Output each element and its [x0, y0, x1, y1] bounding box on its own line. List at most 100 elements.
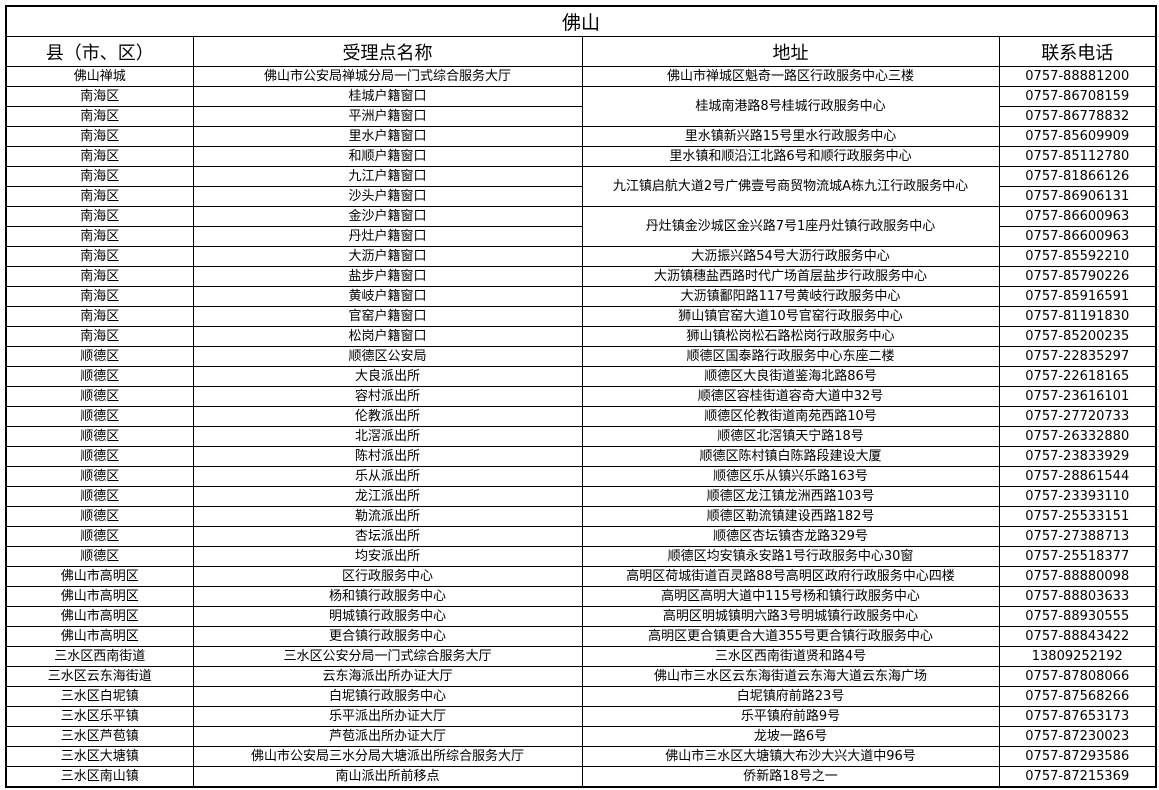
cell-address: 狮山镇松岗松石路松岗行政服务中心 — [581, 326, 1000, 347]
header-county: 县（市、区） — [5, 36, 194, 67]
table-row: 南海区 桂城户籍窗口 桂城南港路8号桂城行政服务中心 0757-86708159 — [5, 86, 1157, 127]
cell-county: 顺德区 — [5, 546, 194, 567]
cell-county: 南海区 — [5, 246, 194, 267]
cell-address: 顺德区杏坛镇杏龙路329号 — [581, 526, 1000, 547]
cell-service-point: 里水户籍窗口 — [192, 126, 583, 147]
table-title: 佛山 — [5, 5, 1157, 37]
cell-address: 顺德区勒流镇建设西路182号 — [581, 506, 1000, 527]
cell-service-point: 乐从派出所 — [192, 466, 583, 487]
table-row: 顺德区 大良派出所 顺德区大良街道鉴海北路86号 0757-22618165 — [5, 366, 1157, 387]
cell-address: 乐平镇府前路9号 — [581, 706, 1000, 727]
table-body: 佛山禅城 佛山市公安局禅城分局一门式综合服务大厅 佛山市禅城区魁奇一路区行政服务中心… — [5, 66, 1157, 788]
cell-service-point: 勒流派出所 — [192, 506, 583, 527]
cell-phone: 0757-87808066 — [998, 666, 1157, 687]
table-row: 南海区 大沥户籍窗口 大沥振兴路54号大沥行政服务中心 0757-85592210 — [5, 246, 1157, 267]
cell-county: 佛山市高明区 — [5, 606, 194, 627]
cell-county: 顺德区 — [5, 426, 194, 447]
cell-county: 南海区 — [5, 166, 194, 187]
table-row: 顺德区 杏坛派出所 顺德区杏坛镇杏龙路329号 0757-27388713 — [5, 526, 1157, 547]
cell-phone: 13809252192 — [998, 646, 1157, 667]
cell-service-point: 乐平派出所办证大厅 — [192, 706, 583, 727]
cell-service-point: 沙头户籍窗口 — [192, 186, 583, 207]
table-row: 南海区 金沙户籍窗口 丹灶镇金沙城区金兴路7号1座丹灶镇行政服务中心 0757-866… — [5, 206, 1157, 247]
table-row: 南海区 和顺户籍窗口 里水镇和顺沿江北路6号和顺行政服务中心 0757-8511278… — [5, 146, 1157, 167]
cell-phone: 0757-85609909 — [998, 126, 1157, 147]
cell-address: 里水镇新兴路15号里水行政服务中心 — [581, 126, 1000, 147]
header-address: 地址 — [581, 36, 1000, 67]
cell-service-point: 佛山市公安局禅城分局一门式综合服务大厅 — [192, 66, 583, 87]
cell-phone: 0757-25518377 — [998, 546, 1157, 567]
cell-phone: 0757-27720733 — [998, 406, 1157, 427]
table-row: 佛山市高明区 杨和镇行政服务中心 高明区高明大道中115号杨和镇行政服务中心 0757… — [5, 586, 1157, 607]
cell-service-point: 南山派出所前移点 — [192, 766, 583, 788]
cell-phone: 0757-23393110 — [998, 486, 1157, 507]
table-row: 三水区西南街道 三水区公安分局一门式综合服务大厅 三水区西南街道贤和路4号 13809… — [5, 646, 1157, 667]
table-row: 三水区云东海街道 云东海派出所办证大厅 佛山市三水区云东海街道云东海大道云东海广场 0… — [5, 666, 1157, 687]
cell-phone: 0757-27388713 — [998, 526, 1157, 547]
cell-phone: 0757-87653173 — [998, 706, 1157, 727]
cell-service-point: 佛山市公安局三水分局大塘派出所综合服务大厅 — [192, 746, 583, 767]
cell-phone: 0757-25533151 — [998, 506, 1157, 527]
cell-phone: 0757-88930555 — [998, 606, 1157, 627]
table-row: 顺德区 勒流派出所 顺德区勒流镇建设西路182号 0757-25533151 — [5, 506, 1157, 527]
cell-service-point: 杏坛派出所 — [192, 526, 583, 547]
cell-service-point: 桂城户籍窗口 — [192, 86, 583, 107]
cell-phone: 0757-88803633 — [998, 586, 1157, 607]
table-row: 三水区大塘镇 佛山市公安局三水分局大塘派出所综合服务大厅 佛山市三水区大塘镇大布沙大… — [5, 746, 1157, 767]
cell-county: 顺德区 — [5, 446, 194, 467]
cell-address: 顺德区容桂街道容奇大道中32号 — [581, 386, 1000, 407]
cell-address: 侨新路18号之一 — [581, 766, 1000, 788]
table-row: 佛山市高明区 更合镇行政服务中心 高明区更合镇更合大道355号更合镇行政服务中心 07… — [5, 626, 1157, 647]
cell-service-point: 更合镇行政服务中心 — [192, 626, 583, 647]
cell-county: 三水区南山镇 — [5, 766, 194, 788]
table-row: 顺德区 龙江派出所 顺德区龙江镇龙洲西路103号 0757-23393110 — [5, 486, 1157, 507]
cell-county: 南海区 — [5, 226, 194, 247]
table-row: 三水区南山镇 南山派出所前移点 侨新路18号之一 0757-87215369 — [5, 766, 1157, 788]
cell-county: 三水区乐平镇 — [5, 706, 194, 727]
cell-phone: 0757-87568266 — [998, 686, 1157, 707]
table-row: 南海区 黄岐户籍窗口 大沥镇鄱阳路117号黄岐行政服务中心 0757-85916591 — [5, 286, 1157, 307]
cell-county: 南海区 — [5, 106, 194, 127]
cell-county: 佛山市高明区 — [5, 566, 194, 587]
cell-service-point: 官窑户籍窗口 — [192, 306, 583, 327]
cell-service-point: 龙江派出所 — [192, 486, 583, 507]
cell-address: 丹灶镇金沙城区金兴路7号1座丹灶镇行政服务中心 — [581, 206, 1000, 247]
cell-address: 高明区荷城街道百灵路88号高明区政府行政服务中心四楼 — [581, 566, 1000, 587]
cell-phone: 0757-22835297 — [998, 346, 1157, 367]
cell-address: 白坭镇府前路23号 — [581, 686, 1000, 707]
cell-service-point: 北滘派出所 — [192, 426, 583, 447]
cell-address: 桂城南港路8号桂城行政服务中心 — [581, 86, 1000, 127]
cell-county: 三水区白坭镇 — [5, 686, 194, 707]
table-row: 南海区 松岗户籍窗口 狮山镇松岗松石路松岗行政服务中心 0757-85200235 — [5, 326, 1157, 347]
cell-phone: 0757-87293586 — [998, 746, 1157, 767]
cell-address: 龙坡一路6号 — [581, 726, 1000, 747]
cell-address: 佛山市三水区云东海街道云东海大道云东海广场 — [581, 666, 1000, 687]
cell-county: 三水区西南街道 — [5, 646, 194, 667]
cell-address: 顺德区乐从镇兴乐路163号 — [581, 466, 1000, 487]
cell-county: 顺德区 — [5, 506, 194, 527]
table-row: 佛山市高明区 明城镇行政服务中心 高明区明城镇明六路3号明城镇行政服务中心 0757-… — [5, 606, 1157, 627]
cell-service-point: 容村派出所 — [192, 386, 583, 407]
title-row: 佛山 — [5, 5, 1157, 37]
cell-phone: 0757-22618165 — [998, 366, 1157, 387]
cell-county: 南海区 — [5, 126, 194, 147]
cell-phone: 0757-86708159 — [998, 86, 1157, 107]
table-row: 佛山禅城 佛山市公安局禅城分局一门式综合服务大厅 佛山市禅城区魁奇一路区行政服务中心… — [5, 66, 1157, 87]
cell-service-point: 盐步户籍窗口 — [192, 266, 583, 287]
cell-county: 南海区 — [5, 306, 194, 327]
cell-address: 九江镇启航大道2号广佛壹号商贸物流城A栋九江行政服务中心 — [581, 166, 1000, 207]
table-row: 顺德区 顺德区公安局 顺德区国泰路行政服务中心东座二楼 0757-22835297 — [5, 346, 1157, 367]
cell-service-point: 白坭镇行政服务中心 — [192, 686, 583, 707]
table-row: 南海区 官窑户籍窗口 狮山镇官窑大道10号官窑行政服务中心 0757-81191830 — [5, 306, 1157, 327]
cell-service-point: 九江户籍窗口 — [192, 166, 583, 187]
cell-county: 顺德区 — [5, 386, 194, 407]
table-row: 顺德区 均安派出所 顺德区均安镇永安路1号行政服务中心30窗 0757-2551837… — [5, 546, 1157, 567]
table-row: 顺德区 容村派出所 顺德区容桂街道容奇大道中32号 0757-23616101 — [5, 386, 1157, 407]
cell-address: 三水区西南街道贤和路4号 — [581, 646, 1000, 667]
cell-county: 顺德区 — [5, 346, 194, 367]
cell-address: 顺德区伦教街道南苑西路10号 — [581, 406, 1000, 427]
cell-county: 南海区 — [5, 326, 194, 347]
cell-county: 三水区云东海街道 — [5, 666, 194, 687]
cell-service-point: 杨和镇行政服务中心 — [192, 586, 583, 607]
cell-county: 佛山市高明区 — [5, 626, 194, 647]
